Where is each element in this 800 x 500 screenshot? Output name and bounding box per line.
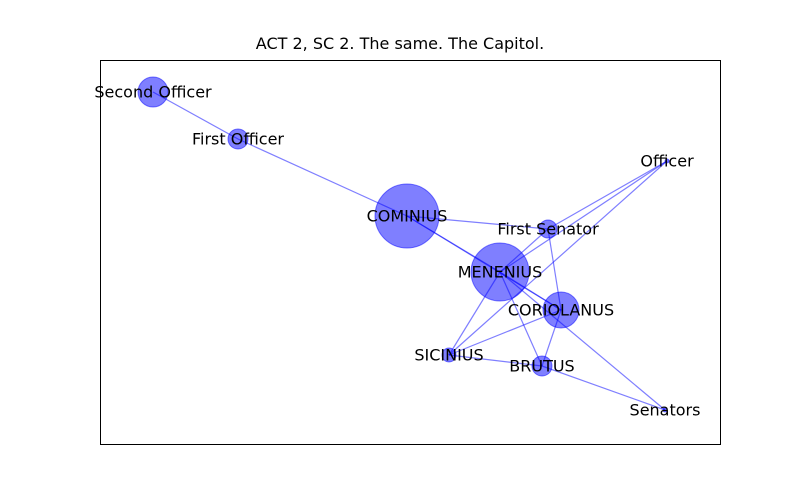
node-sicinius: [441, 347, 457, 363]
node-menenius: [470, 242, 530, 302]
node-label-senators: Senators: [630, 401, 701, 420]
edge-coriolanus-sicinius: [448, 309, 562, 356]
node-label-first-senator: First Senator: [497, 220, 599, 239]
node-senators: [662, 407, 668, 413]
node-label-officer: Officer: [640, 152, 694, 171]
plot-frame: [100, 60, 721, 445]
node-first-officer: [227, 128, 249, 150]
node-label-menenius: MENENIUS: [458, 263, 543, 282]
node-label-brutus: BRUTUS: [509, 357, 574, 376]
node-second-officer: [137, 76, 169, 108]
edge-officer-first-senator: [547, 160, 668, 230]
edge-second-officer-first-officer: [152, 91, 239, 140]
diagram-title: ACT 2, SC 2. The same. The Capitol.: [255, 34, 545, 53]
label-layer: Second Officer First Officer Officer COMINI…: [94, 83, 700, 420]
node-coriolanus: [542, 291, 580, 329]
edge-officer-sicinius: [448, 160, 668, 356]
node-brutus: [531, 355, 553, 377]
node-officer: [664, 158, 670, 164]
node-label-sicinius: SICINIUS: [414, 346, 483, 365]
node-first-senator: [538, 219, 558, 239]
node-cominius: [374, 183, 440, 249]
edge-brutus-senators: [541, 365, 666, 411]
edge-menenius-senators: [499, 271, 666, 411]
node-label-first-officer: First Officer: [192, 130, 284, 149]
edge-sicinius-brutus: [448, 354, 543, 367]
node-label-second-officer: Second Officer: [94, 83, 212, 102]
edge-officer-menenius: [499, 160, 668, 273]
node-label-cominius: COMINIUS: [367, 207, 448, 226]
node-layer: [137, 76, 670, 413]
node-label-coriolanus: CORIOLANUS: [508, 301, 614, 320]
